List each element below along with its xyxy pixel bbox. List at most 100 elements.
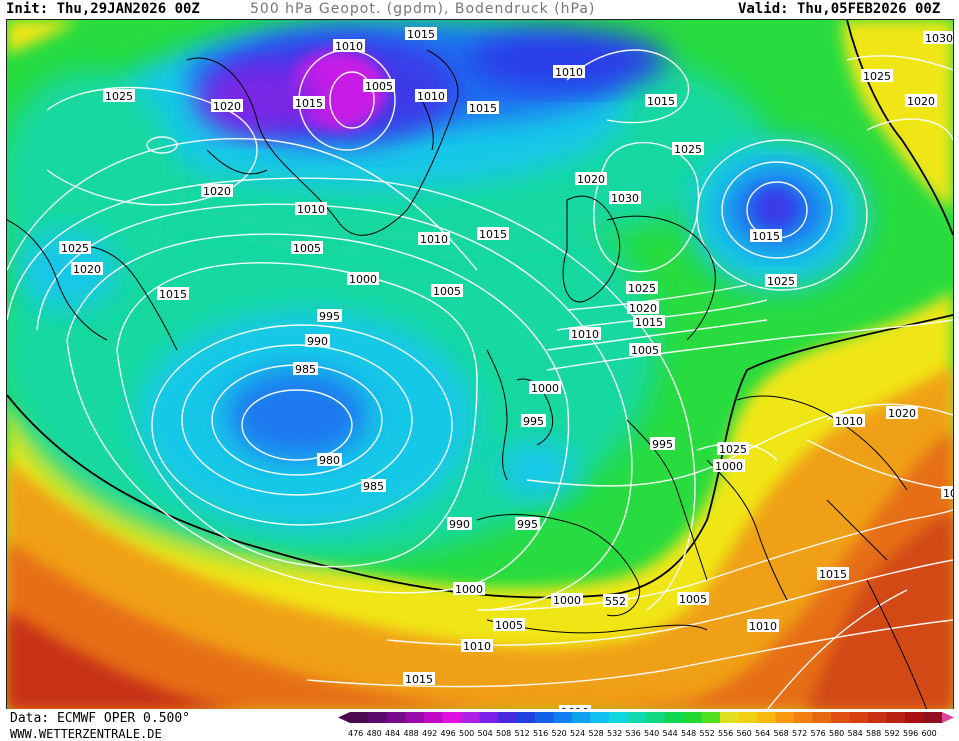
isobar-label-box xyxy=(633,315,665,328)
isobar-label: 1005 xyxy=(493,618,525,632)
isobar-label-text: 1000 xyxy=(531,382,559,395)
isobar-label-box xyxy=(529,381,561,394)
isobar-label-text: 985 xyxy=(363,480,384,493)
legend-tick-label: 572 xyxy=(792,729,807,738)
isobar-label-box xyxy=(626,281,658,294)
isobar-label-text: 1010 xyxy=(835,415,863,428)
isobar-label-text: 1025 xyxy=(628,282,656,295)
legend-tick-label: 540 xyxy=(644,729,659,738)
field-red xyxy=(7,610,247,710)
isobar-label-text: 1005 xyxy=(433,285,461,298)
isobar-label-box xyxy=(627,301,659,314)
isobar-label: 1000 xyxy=(453,582,485,596)
isobar-label-box xyxy=(453,582,485,595)
isobar-label-box xyxy=(717,442,749,455)
isobar-label-text: 1010 xyxy=(417,90,445,103)
isobar-label: 1030 xyxy=(609,191,641,205)
isobar-label-box xyxy=(750,229,782,242)
isobar-label: 1015 xyxy=(645,94,677,108)
isobar-label-box xyxy=(293,362,318,375)
website-label: WWW.WETTERZENTRALE.DE xyxy=(10,727,162,741)
isobar-label: 1010 xyxy=(747,619,779,633)
legend-swatch xyxy=(923,712,943,723)
isobar-label: 1015 xyxy=(817,567,849,581)
color-legend: 476 480 484 488 492 496 500 504 508 512 516 520 524 5… xyxy=(336,711,956,739)
isobar-label-box xyxy=(333,39,365,52)
isobar-label: 1005 xyxy=(629,343,661,357)
isobar-label-text: 1015 xyxy=(407,28,435,41)
isobar-label-box xyxy=(71,262,103,275)
geopotential-field xyxy=(7,20,953,710)
legend-tick-label: 588 xyxy=(866,729,881,738)
legend-tick-label: 512 xyxy=(515,729,530,738)
legend-swatch xyxy=(368,712,388,723)
isobar-label-text: 1020 xyxy=(888,407,916,420)
legend-swatch xyxy=(886,712,906,723)
isobar-label: 1025 xyxy=(861,69,893,83)
isobar-label-text: 1005 xyxy=(365,80,393,93)
init-time: Init: Thu,29JAN2026 00Z xyxy=(6,1,200,17)
isobar-label-text: 1015 xyxy=(159,288,187,301)
legend-tick-label: 568 xyxy=(774,729,789,738)
isobar-labels: 1010 1015 1005 1010 1015 1015 1010 1015 1030 1025… xyxy=(59,27,953,710)
legend-tick-label: 508 xyxy=(496,729,511,738)
isobar-label-text: 990 xyxy=(307,335,328,348)
isobar-label: 1025 xyxy=(717,442,749,456)
isobar-label-box xyxy=(629,343,661,356)
isobar-label-box xyxy=(363,79,395,92)
isobar-label: 995 xyxy=(515,517,540,531)
isobar-label-box xyxy=(447,517,472,530)
legend-swatch xyxy=(479,712,499,723)
isobar-label-text: 1015 xyxy=(479,228,507,241)
isobar-label-box xyxy=(467,101,499,114)
legend-tick-label: 520 xyxy=(552,729,567,738)
legend-tick-label: 496 xyxy=(441,729,456,738)
legend-swatch xyxy=(701,712,721,723)
legend-tick-label: 556 xyxy=(718,729,733,738)
isobar-label-text: 1020 xyxy=(213,100,241,113)
isobar-label-box xyxy=(677,592,709,605)
legend-svg: 476 480 484 488 492 496 500 504 508 512 516 520 524 5… xyxy=(338,712,954,738)
legend-tick-label: 592 xyxy=(885,729,900,738)
isobar-label-box xyxy=(403,672,435,685)
isobar-label-box xyxy=(493,618,525,631)
legend-swatch xyxy=(849,712,869,723)
isobar-label-text: 1010 xyxy=(561,706,589,710)
isobar-label: 1020 xyxy=(211,99,243,113)
isobar-label-text: 1020 xyxy=(577,173,605,186)
legend-swatch xyxy=(516,712,536,723)
legend-swatch xyxy=(720,712,739,723)
legend-swatch xyxy=(868,712,887,723)
isobar-label: 985 xyxy=(293,362,318,376)
isobar-label: 995 xyxy=(317,309,342,323)
isobar-label-box xyxy=(291,241,323,254)
isobar-label: 552 xyxy=(603,594,628,608)
legend-tick-label: 516 xyxy=(533,729,548,738)
isobar-label: 1015 xyxy=(157,287,189,301)
weather-map: 1010 1015 1005 1010 1015 1015 1010 1015 1030 1025… xyxy=(6,19,954,711)
isobar-label-text: 1025 xyxy=(674,143,702,156)
isobar-label: 980 xyxy=(317,453,342,467)
isobar-label-box xyxy=(941,486,953,499)
legend-swatch xyxy=(905,712,924,723)
header-bar: Init: Thu,29JAN2026 00Z 500 hPa Geopot. … xyxy=(0,0,959,20)
legend-swatch xyxy=(738,712,758,723)
isobar-label: 1030 xyxy=(923,31,953,45)
legend-tick-label: 600 xyxy=(922,729,937,738)
isobar-label: 990 xyxy=(447,517,472,531)
field-blue-ne xyxy=(467,30,667,90)
isobar-label-text: 1005 xyxy=(495,619,523,632)
map-title: 500 hPa Geopot. (gpdm), Bodendruck (hPa) xyxy=(250,1,596,17)
field-yellow-nw xyxy=(7,20,77,55)
legend-tick-label: 580 xyxy=(829,729,844,738)
isobar-label-text: 1010 xyxy=(335,40,363,53)
isobar-label-box xyxy=(293,96,325,109)
isobar-label: 1025 xyxy=(626,281,658,295)
isobar-label-box xyxy=(559,705,591,710)
legend-tick-label: 524 xyxy=(570,729,585,738)
isobar-label: 1005 xyxy=(677,592,709,606)
isobar-label: 1020 xyxy=(627,301,659,315)
isobar-label-text: 1010 xyxy=(463,640,491,653)
isobar-label-box xyxy=(817,567,849,580)
legend-swatch xyxy=(627,712,647,723)
